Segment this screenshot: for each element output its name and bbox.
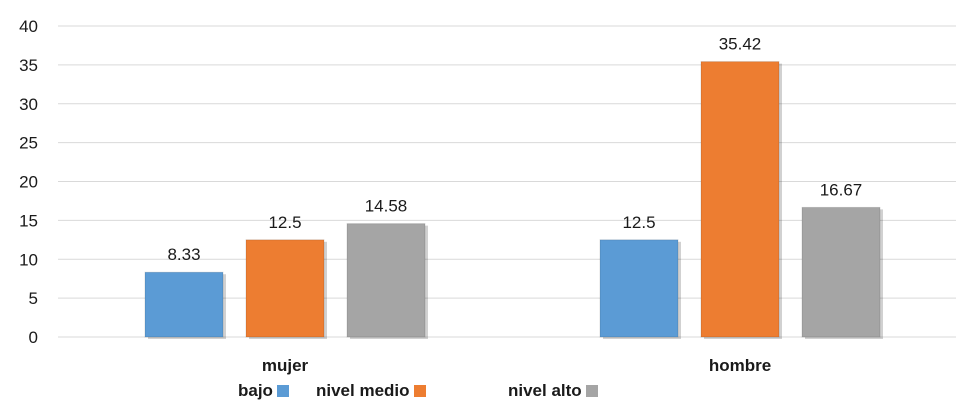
data-label: 16.67 xyxy=(820,180,863,199)
y-tick-label: 20 xyxy=(19,173,38,192)
category-label-mujer: mujer xyxy=(262,356,309,375)
legend-item-nivel-medio: nivel medio xyxy=(316,381,426,401)
y-tick-label: 5 xyxy=(29,289,38,308)
legend-label: bajo xyxy=(238,381,273,400)
bar-nivel-alto-hombre xyxy=(801,206,881,338)
y-tick-label: 25 xyxy=(19,134,38,153)
data-label: 35.42 xyxy=(719,35,762,54)
y-tick-label: 10 xyxy=(19,250,38,269)
bar-nivel-medio-hombre xyxy=(700,61,780,338)
category-label-hombre: hombre xyxy=(709,356,771,375)
legend-item-nivel-alto: nivel alto xyxy=(508,381,598,401)
bar-nivel-alto-mujer xyxy=(346,223,426,338)
y-tick-label: 35 xyxy=(19,56,38,75)
data-label: 12.5 xyxy=(268,213,301,232)
y-tick-label: 0 xyxy=(29,328,38,347)
y-tick-label: 40 xyxy=(19,17,38,36)
x-axis-categories: mujer hombre xyxy=(262,356,771,375)
y-axis-ticks: 0 5 10 15 20 25 30 35 40 xyxy=(19,17,38,347)
legend-label: nivel alto xyxy=(508,381,582,400)
bars xyxy=(144,61,883,340)
bar-bajo-mujer xyxy=(144,271,224,338)
data-label: 12.5 xyxy=(622,213,655,232)
data-label: 8.33 xyxy=(167,245,200,264)
data-label: 14.58 xyxy=(365,197,408,216)
legend-label: nivel medio xyxy=(316,381,410,400)
legend-swatch xyxy=(276,385,289,397)
y-tick-label: 15 xyxy=(19,211,38,230)
bar-chart: 0 5 10 15 20 25 30 35 40 8.33 12.5 14.58 12.5 35.42 1… xyxy=(19,17,956,375)
data-labels: 8.33 12.5 14.58 12.5 35.42 16.67 xyxy=(167,35,862,265)
legend-item-bajo: bajo xyxy=(238,381,289,401)
legend-swatch xyxy=(413,385,426,397)
bar-bajo-hombre xyxy=(599,239,679,338)
legend-swatch xyxy=(585,385,598,397)
bar-nivel-medio-mujer xyxy=(245,239,325,338)
y-tick-label: 30 xyxy=(19,95,38,114)
